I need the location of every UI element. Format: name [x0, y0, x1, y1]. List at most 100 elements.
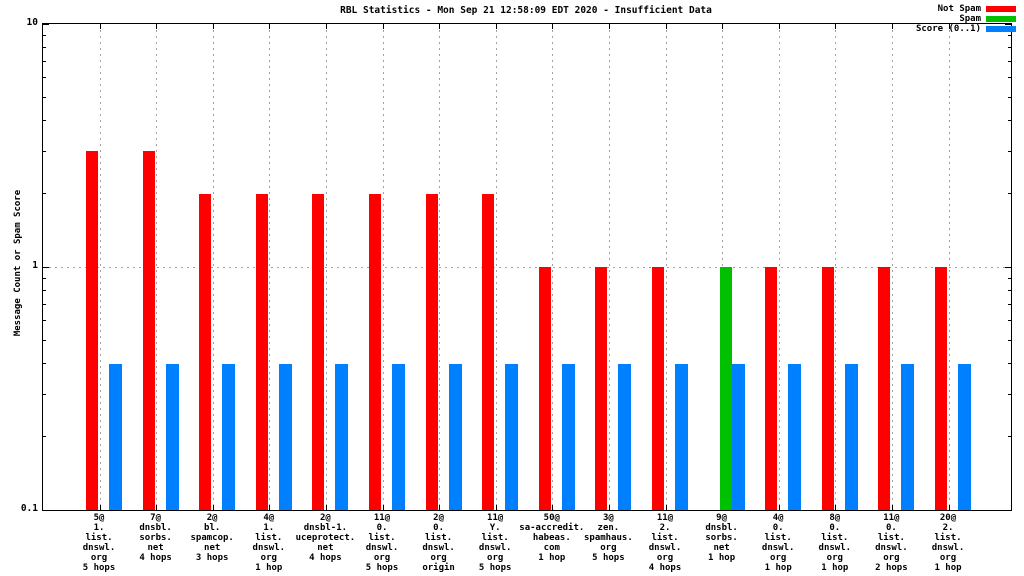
x-tick-top — [891, 24, 893, 29]
x-tick-label-line: 9@ — [716, 513, 728, 523]
x-tick-label-line: 4@ — [772, 513, 784, 523]
x-tick-label-line: org — [373, 553, 391, 563]
y-minor-tick-left — [43, 96, 46, 98]
x-tick-bottom — [608, 505, 610, 510]
x-tick-label-line: net — [317, 543, 334, 553]
y-minor-tick-right — [1008, 304, 1011, 306]
plot-area — [42, 23, 1012, 511]
x-tick-label-line: origin — [422, 563, 455, 573]
x-tick-label-line: zen. — [597, 523, 620, 533]
x-tick-label-line: 11@ — [656, 513, 674, 523]
y-tick-right — [1005, 509, 1011, 511]
x-tick-label-line: 11@ — [373, 513, 391, 523]
x-tick-label-line: org — [90, 553, 108, 563]
x-tick-label-line: org — [939, 553, 957, 563]
x-tick-label-line: sorbs. — [139, 533, 172, 543]
bar-not-spam-5 — [369, 193, 381, 510]
x-tick-label-line: spamhaus. — [584, 533, 633, 543]
x-tick-label-line: net — [147, 543, 164, 553]
x-tick-label-line: 5 hops — [592, 553, 625, 563]
x-tick-label-line: org — [656, 553, 674, 563]
x-tick-label-line: list. — [821, 533, 849, 543]
y-minor-tick-right — [1008, 436, 1011, 438]
x-tick-label-line: 4@ — [263, 513, 275, 523]
y-minor-tick-right — [1008, 363, 1011, 365]
y-minor-tick-left — [43, 363, 46, 365]
x-tick-label-line: 0. — [885, 523, 897, 533]
x-tick-label: 2@ 0. list. dnswl. org origin — [403, 513, 475, 573]
y-tick-left — [43, 509, 49, 511]
y-minor-tick-left — [43, 277, 46, 279]
bar-score-0-1--13 — [844, 363, 858, 510]
x-tick-bottom — [99, 505, 101, 510]
x-tick-label-line: 2@ — [319, 513, 331, 523]
x-tick-label-line: 20@ — [939, 513, 957, 523]
x-tick-label-line: org — [430, 553, 447, 563]
y-minor-tick-left — [43, 150, 46, 152]
x-tick-label: 2@ dnsbl-1. uceprotect. net 4 hops — [289, 513, 361, 563]
y-minor-tick-right — [1008, 339, 1011, 341]
x-tick-label-line: 1. — [263, 523, 275, 533]
x-tick-label: 50@ sa-accredit. habeas. com 1 hop — [516, 513, 588, 563]
y-minor-tick-right — [1008, 150, 1011, 152]
y-minor-tick-right — [1008, 77, 1011, 79]
x-tick-label-line: dnswl. — [761, 543, 795, 553]
x-tick-label-line: dnswl. — [818, 543, 852, 553]
x-tick-label-line: sorbs. — [705, 533, 738, 543]
y-minor-tick-left — [43, 393, 46, 395]
x-tick-label-line: 0. — [433, 523, 445, 533]
bar-not-spam-13 — [821, 267, 834, 510]
legend-item-not-spam: Not Spam — [916, 4, 1016, 14]
x-tick-label-line: list. — [368, 533, 396, 543]
x-tick-top — [99, 24, 101, 29]
x-tick-bottom — [495, 505, 497, 510]
x-tick-label-line: list. — [481, 533, 509, 543]
x-tick-label-line: dnswl. — [875, 543, 908, 553]
x-tick-label-line: 1 hop — [255, 563, 283, 573]
y-tick-label: 1 — [32, 260, 38, 271]
x-tick-label-line: 1 hop — [764, 563, 792, 573]
x-tick-label: 5@ 1. list. dnswl. org 5 hops — [63, 513, 135, 573]
legend-item-score: Score (0..1) — [916, 24, 1016, 34]
x-tick-bottom — [382, 505, 384, 510]
bar-not-spam-0 — [86, 151, 98, 510]
x-tick-label-line: 50@ — [543, 513, 560, 523]
y-minor-tick-right — [1008, 47, 1011, 49]
x-tick-bottom — [439, 505, 441, 510]
x-tick-label-line: list. — [255, 533, 283, 543]
x-tick-label-line: spamcop. — [190, 533, 234, 543]
x-tick-top — [325, 24, 327, 29]
x-tick-label-line: dnswl. — [478, 543, 512, 553]
bar-not-spam-3 — [255, 193, 268, 510]
bar-spam-11 — [719, 267, 732, 510]
x-tick-label: 11@ 0. list. dnswl. org 2 hops — [855, 513, 927, 573]
x-tick-label-line: 8@ — [829, 513, 841, 523]
y-tick-left — [43, 23, 49, 25]
y-minor-tick-right — [1008, 290, 1011, 292]
x-tick-top — [948, 24, 950, 29]
x-tick-label-line: dnswl. — [252, 543, 286, 553]
x-tick-label-line: 1 hop — [538, 553, 566, 563]
bar-score-0-1--14 — [901, 363, 915, 510]
x-tick-label-line: list. — [651, 533, 679, 543]
bar-not-spam-1 — [142, 151, 155, 510]
x-tick-top — [269, 24, 271, 29]
x-tick-label-line: dnswl. — [82, 543, 116, 553]
y-minor-tick-right — [1008, 393, 1011, 395]
x-tick-label-line: 4 hops — [648, 563, 682, 573]
x-tick-label-line: list. — [877, 533, 905, 543]
legend-label-not-spam: Not Spam — [937, 4, 981, 14]
bar-score-0-1--2 — [222, 363, 236, 510]
x-tick-label-line: Y. — [489, 523, 501, 533]
x-tick-top — [608, 24, 610, 29]
x-tick-label-line: 7@ — [150, 513, 162, 523]
x-tick-label-line: 5 hops — [82, 563, 116, 573]
y-minor-tick-right — [1008, 120, 1011, 122]
bar-not-spam-10 — [652, 267, 664, 510]
legend-label-score: Score (0..1) — [915, 24, 981, 34]
bar-not-spam-15 — [935, 267, 947, 510]
legend-label-spam: Spam — [959, 14, 981, 24]
x-tick-label-line: 5@ — [93, 513, 105, 523]
x-tick-bottom — [778, 505, 780, 510]
